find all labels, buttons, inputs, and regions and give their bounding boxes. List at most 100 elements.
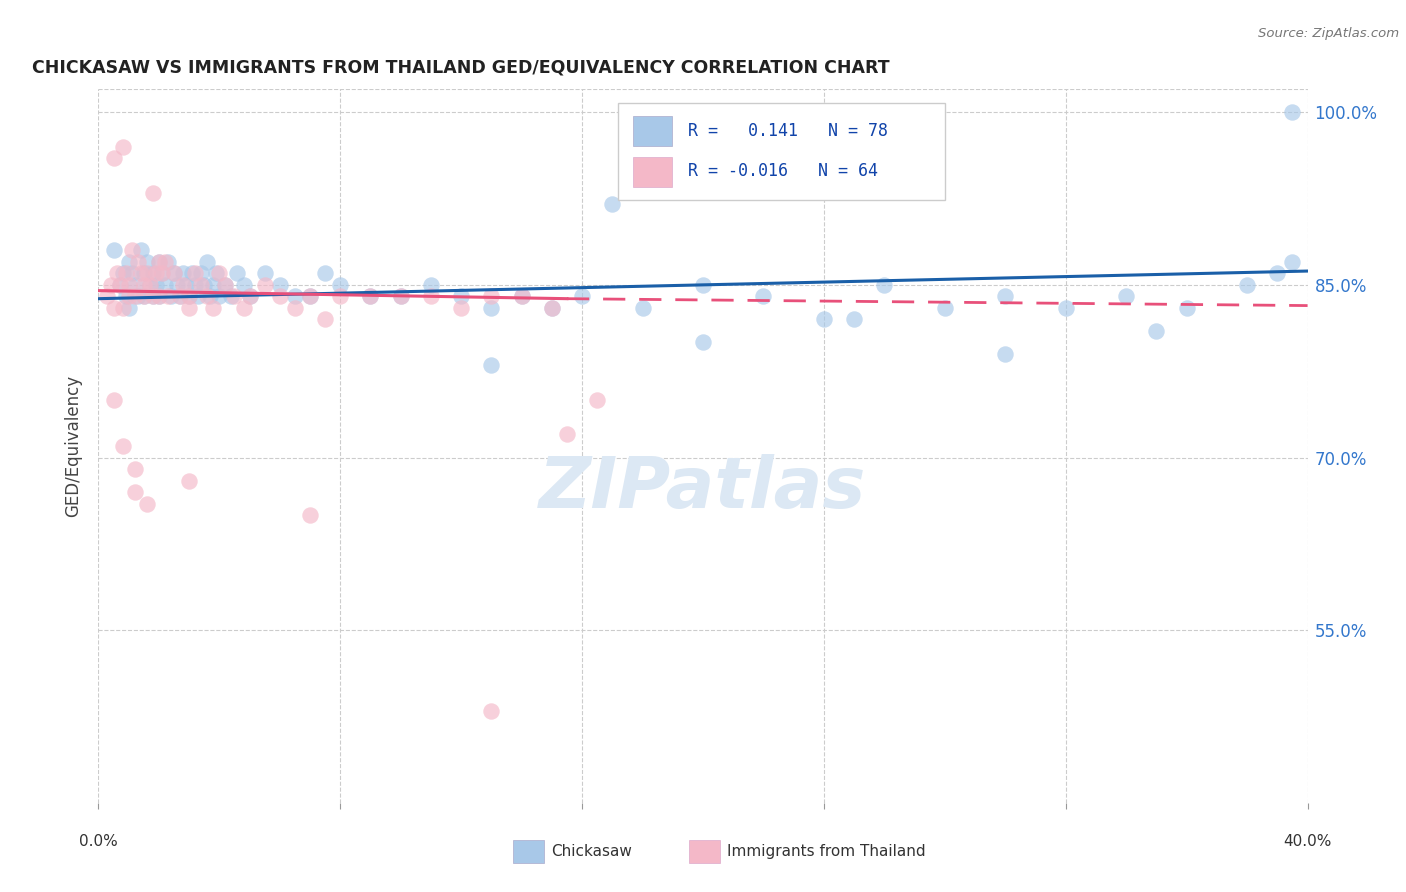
Text: Source: ZipAtlas.com: Source: ZipAtlas.com	[1258, 27, 1399, 40]
Point	[1175, 301, 1198, 315]
Point	[481, 289, 503, 303]
Text: ZIPatlas: ZIPatlas	[540, 454, 866, 524]
Point	[208, 266, 231, 280]
Point	[150, 266, 173, 280]
Point	[103, 392, 125, 407]
Point	[202, 277, 225, 292]
Point	[179, 301, 201, 315]
Point	[111, 301, 134, 315]
Point	[994, 347, 1017, 361]
Point	[269, 277, 291, 292]
Point	[253, 277, 276, 292]
Point	[132, 266, 155, 280]
Point	[121, 266, 143, 280]
Point	[169, 289, 191, 303]
Point	[145, 266, 167, 280]
Point	[329, 289, 352, 303]
Y-axis label: GED/Equivalency: GED/Equivalency	[65, 375, 83, 517]
Point	[124, 462, 146, 476]
Point	[208, 289, 231, 303]
Point	[360, 289, 382, 303]
Point	[314, 266, 336, 280]
Point	[631, 301, 654, 315]
Point	[813, 312, 835, 326]
FancyBboxPatch shape	[619, 103, 945, 200]
Point	[195, 289, 218, 303]
Bar	[633, 157, 672, 187]
Point	[160, 289, 183, 303]
Point	[239, 289, 262, 303]
Point	[314, 312, 336, 326]
Point	[214, 277, 236, 292]
Point	[118, 289, 141, 303]
Point	[299, 289, 322, 303]
Point	[96, 289, 118, 303]
Point	[360, 289, 382, 303]
Point	[752, 289, 775, 303]
Point	[284, 301, 307, 315]
Point	[148, 255, 170, 269]
Point	[239, 289, 262, 303]
Point	[163, 266, 186, 280]
Point	[224, 289, 246, 303]
Text: Immigrants from Thailand: Immigrants from Thailand	[727, 845, 925, 859]
Bar	[633, 116, 672, 146]
Point	[179, 289, 201, 303]
Point	[135, 497, 157, 511]
Point	[195, 255, 218, 269]
Point	[389, 289, 412, 303]
Point	[129, 266, 152, 280]
Text: CHICKASAW VS IMMIGRANTS FROM THAILAND GED/EQUIVALENCY CORRELATION CHART: CHICKASAW VS IMMIGRANTS FROM THAILAND GE…	[32, 59, 890, 77]
Text: R =   0.141   N = 78: R = 0.141 N = 78	[689, 121, 889, 139]
Point	[450, 301, 472, 315]
Point	[586, 392, 609, 407]
Point	[187, 289, 209, 303]
Point	[1236, 277, 1258, 292]
Point	[127, 255, 149, 269]
Point	[1144, 324, 1167, 338]
Point	[124, 289, 146, 303]
Point	[420, 289, 443, 303]
Point	[205, 266, 228, 280]
Point	[142, 289, 165, 303]
Point	[214, 277, 236, 292]
Point	[103, 301, 125, 315]
Point	[156, 289, 179, 303]
Point	[111, 140, 134, 154]
Point	[253, 266, 276, 280]
Point	[172, 277, 194, 292]
Point	[299, 508, 322, 522]
Point	[150, 266, 173, 280]
Point	[1054, 301, 1077, 315]
Text: 40.0%: 40.0%	[1284, 834, 1331, 849]
Point	[481, 301, 503, 315]
Point	[169, 289, 191, 303]
Point	[232, 277, 254, 292]
Point	[1115, 289, 1137, 303]
Point	[172, 266, 194, 280]
Point	[994, 289, 1017, 303]
Point	[148, 255, 170, 269]
Text: R = -0.016   N = 64: R = -0.016 N = 64	[689, 162, 879, 180]
Point	[200, 289, 222, 303]
Point	[118, 301, 141, 315]
Point	[692, 277, 714, 292]
Point	[132, 289, 155, 303]
Point	[118, 255, 141, 269]
Point	[190, 266, 212, 280]
Point	[481, 704, 503, 718]
Point	[166, 277, 188, 292]
Point	[420, 277, 443, 292]
Point	[105, 266, 128, 280]
Point	[555, 427, 578, 442]
Point	[135, 255, 157, 269]
Point	[299, 289, 322, 303]
Point	[284, 289, 307, 303]
Point	[142, 289, 165, 303]
Point	[132, 289, 155, 303]
Point	[135, 266, 157, 280]
Point	[121, 244, 143, 258]
Point	[190, 277, 212, 292]
Point	[148, 289, 170, 303]
Point	[1267, 266, 1289, 280]
